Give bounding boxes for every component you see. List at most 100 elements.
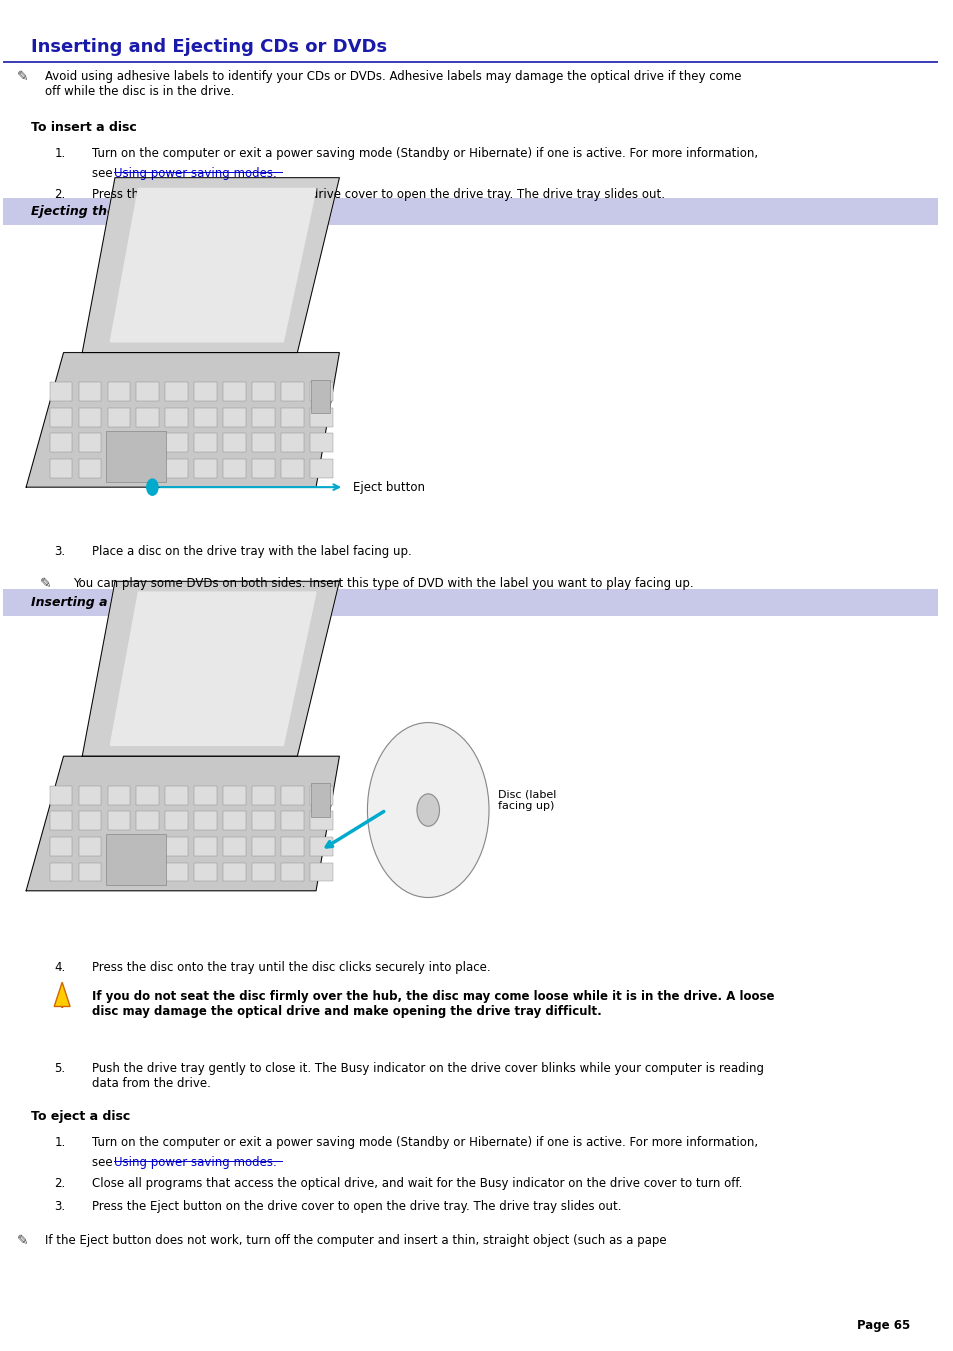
Bar	[165, 838, 188, 855]
Bar	[281, 459, 304, 478]
Bar	[253, 459, 274, 478]
Bar	[165, 434, 188, 453]
Text: Close all programs that access the optical drive, and wait for the Busy indicato: Close all programs that access the optic…	[91, 1177, 741, 1190]
Text: Disc (label
facing up): Disc (label facing up)	[497, 790, 557, 812]
FancyBboxPatch shape	[3, 589, 937, 616]
Bar	[281, 786, 304, 805]
Text: Using power saving modes.: Using power saving modes.	[114, 168, 276, 180]
FancyBboxPatch shape	[3, 197, 937, 224]
Polygon shape	[111, 188, 315, 342]
Bar	[106, 431, 166, 482]
Text: see: see	[91, 1156, 116, 1169]
Bar	[136, 434, 159, 453]
Bar	[194, 786, 216, 805]
Bar	[253, 812, 274, 831]
Text: Press the Eject button on the optical drive cover to open the drive tray. The dr: Press the Eject button on the optical dr…	[91, 188, 664, 201]
Bar	[78, 786, 101, 805]
Bar	[136, 812, 159, 831]
Bar	[310, 862, 333, 881]
Text: Avoid using adhesive labels to identify your CDs or DVDs. Adhesive labels may da: Avoid using adhesive labels to identify …	[45, 70, 740, 99]
Bar	[194, 838, 216, 855]
Bar	[136, 459, 159, 478]
Bar	[253, 786, 274, 805]
Bar	[223, 459, 246, 478]
Polygon shape	[111, 592, 315, 746]
Text: 5.: 5.	[54, 1062, 65, 1074]
Bar	[223, 408, 246, 427]
Bar	[194, 812, 216, 831]
Text: Press the disc onto the tray until the disc clicks securely into place.: Press the disc onto the tray until the d…	[91, 961, 490, 974]
Text: ✎: ✎	[17, 70, 29, 84]
Text: Turn on the computer or exit a power saving mode (Standby or Hibernate) if one i: Turn on the computer or exit a power sav…	[91, 147, 757, 159]
Text: 1.: 1.	[54, 1136, 66, 1148]
Bar	[50, 862, 71, 881]
Text: Eject button: Eject button	[353, 481, 425, 493]
Bar	[194, 434, 216, 453]
Bar	[108, 862, 130, 881]
Bar	[78, 838, 101, 855]
Bar	[310, 382, 333, 401]
Bar	[165, 408, 188, 427]
Bar	[50, 434, 71, 453]
Bar	[50, 838, 71, 855]
Bar	[223, 862, 246, 881]
Bar	[253, 862, 274, 881]
Bar	[194, 862, 216, 881]
Bar	[311, 784, 330, 817]
Text: ✎: ✎	[17, 1233, 29, 1248]
Bar	[50, 408, 71, 427]
Bar	[78, 459, 101, 478]
Bar	[310, 812, 333, 831]
Bar	[253, 838, 274, 855]
Bar	[194, 408, 216, 427]
Text: If you do not seat the disc firmly over the hub, the disc may come loose while i: If you do not seat the disc firmly over …	[91, 990, 773, 1019]
Bar	[281, 862, 304, 881]
Bar	[223, 812, 246, 831]
Bar	[50, 459, 71, 478]
Bar	[108, 459, 130, 478]
Bar	[78, 382, 101, 401]
Bar	[281, 382, 304, 401]
Bar	[281, 408, 304, 427]
Text: see: see	[91, 168, 116, 180]
Bar	[253, 434, 274, 453]
Bar	[108, 382, 130, 401]
Bar	[281, 812, 304, 831]
Bar	[165, 459, 188, 478]
Bar	[78, 862, 101, 881]
Bar	[78, 434, 101, 453]
Text: Push the drive tray gently to close it. The Busy indicator on the drive cover bl: Push the drive tray gently to close it. …	[91, 1062, 762, 1090]
Text: !: !	[60, 1000, 65, 1009]
Bar	[223, 786, 246, 805]
Bar	[108, 812, 130, 831]
Bar	[108, 786, 130, 805]
Text: Using power saving modes.: Using power saving modes.	[114, 1156, 276, 1169]
Bar	[311, 380, 330, 413]
Polygon shape	[54, 982, 70, 1006]
Bar	[136, 838, 159, 855]
Text: Page 65: Page 65	[856, 1319, 909, 1332]
Text: 4.: 4.	[54, 961, 66, 974]
Text: Inserting a Disc: Inserting a Disc	[30, 596, 141, 609]
Bar	[108, 408, 130, 427]
Bar	[165, 812, 188, 831]
Polygon shape	[26, 353, 339, 488]
Bar	[165, 382, 188, 401]
Circle shape	[416, 794, 439, 827]
Text: To eject a disc: To eject a disc	[30, 1111, 130, 1123]
Bar	[136, 786, 159, 805]
Circle shape	[147, 480, 158, 496]
Text: Press the Eject button on the drive cover to open the drive tray. The drive tray: Press the Eject button on the drive cove…	[91, 1200, 620, 1213]
Bar	[253, 382, 274, 401]
Text: Place a disc on the drive tray with the label facing up.: Place a disc on the drive tray with the …	[91, 544, 411, 558]
Bar	[310, 838, 333, 855]
Bar	[310, 434, 333, 453]
Text: ✎: ✎	[40, 577, 51, 592]
Bar	[50, 812, 71, 831]
Bar	[281, 434, 304, 453]
Bar	[106, 835, 166, 885]
Bar	[136, 382, 159, 401]
Bar	[310, 459, 333, 478]
Bar	[253, 408, 274, 427]
Text: You can play some DVDs on both sides. Insert this type of DVD with the label you: You can play some DVDs on both sides. In…	[72, 577, 693, 590]
